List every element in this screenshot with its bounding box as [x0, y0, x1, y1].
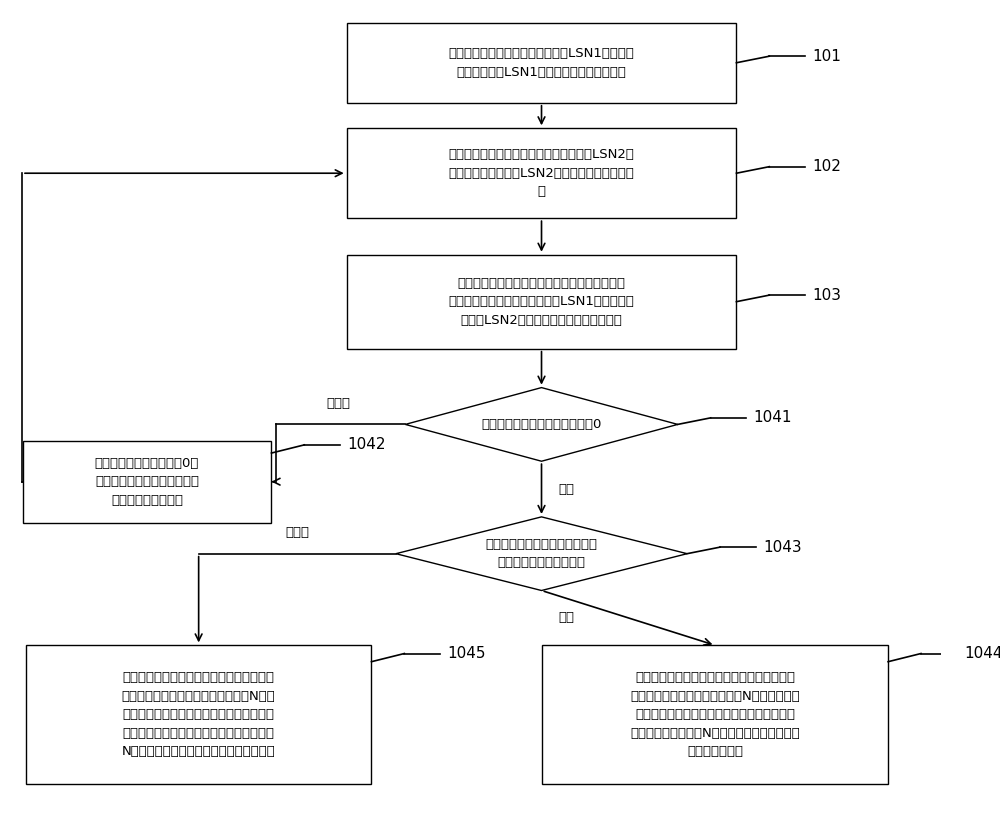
- Text: 大于: 大于: [558, 483, 574, 496]
- Text: 不小于: 不小于: [285, 526, 309, 539]
- Text: 当所述日志页数差值不小于允许读取的最大
日志页数时，设定本次日志读取页数N等于
所述允许读取的最大日志页数，以所述日志
文件的读取位置为日志读取界限，向后读取
: 当所述日志页数差值不小于允许读取的最大 日志页数时，设定本次日志读取页数N等于 …: [122, 672, 276, 759]
- FancyBboxPatch shape: [542, 645, 888, 784]
- Text: 当所述日志页数差值等于0时
，维持所述待读取日志记录的
日志序列号保持不变: 当所述日志页数差值等于0时 ，维持所述待读取日志记录的 日志序列号保持不变: [95, 456, 199, 507]
- FancyBboxPatch shape: [347, 128, 736, 218]
- Text: 1041: 1041: [754, 410, 792, 425]
- Text: 101: 101: [813, 48, 841, 64]
- Text: 102: 102: [813, 159, 841, 174]
- FancyBboxPatch shape: [347, 255, 736, 349]
- Text: 获取待读取日志记录的日志序列号LSN1，通过所
述日志序列号LSN1得到日志文件的读取位置: 获取待读取日志记录的日志序列号LSN1，通过所 述日志序列号LSN1得到日志文件…: [449, 47, 634, 79]
- Text: 1044: 1044: [964, 646, 1000, 661]
- FancyBboxPatch shape: [26, 645, 371, 784]
- Text: 不大于: 不大于: [326, 397, 350, 410]
- FancyBboxPatch shape: [347, 23, 736, 103]
- Text: 判断所述日志页数差值是否大于0: 判断所述日志页数差值是否大于0: [481, 418, 602, 431]
- Text: 1045: 1045: [448, 646, 486, 661]
- Text: 1042: 1042: [348, 438, 386, 452]
- Text: 103: 103: [813, 287, 842, 303]
- Polygon shape: [396, 517, 687, 590]
- Text: 基于所述日志文件的读取位置和所述日志文件的
写入位置，得到所述日志序列号LSN1和所述日志
序列号LSN2在日志文件中的日志页数差值: 基于所述日志文件的读取位置和所述日志文件的 写入位置，得到所述日志序列号LSN1…: [449, 277, 634, 327]
- Text: 当所述日志页数差值小于允许读取的最大日志
页数时，设定本次日志读取页数N等于所述日志
页数差值，以所述日志文件的读取位置为日志
读取界限，向后读取N个日志页，以: 当所述日志页数差值小于允许读取的最大日志 页数时，设定本次日志读取页数N等于所述…: [630, 672, 800, 759]
- Text: 小于: 小于: [558, 612, 574, 625]
- Text: 判断所述日志页数差值是否小于
允许读取的最大日志页数: 判断所述日志页数差值是否小于 允许读取的最大日志页数: [486, 538, 598, 570]
- Polygon shape: [405, 388, 678, 461]
- FancyBboxPatch shape: [23, 441, 271, 523]
- Text: 获取源端数据库的当前最大的日志序列号LSN2，
通过所述日志序列号LSN2得到日志文件的写入位
置: 获取源端数据库的当前最大的日志序列号LSN2， 通过所述日志序列号LSN2得到日…: [449, 149, 634, 198]
- Text: 1043: 1043: [763, 539, 802, 555]
